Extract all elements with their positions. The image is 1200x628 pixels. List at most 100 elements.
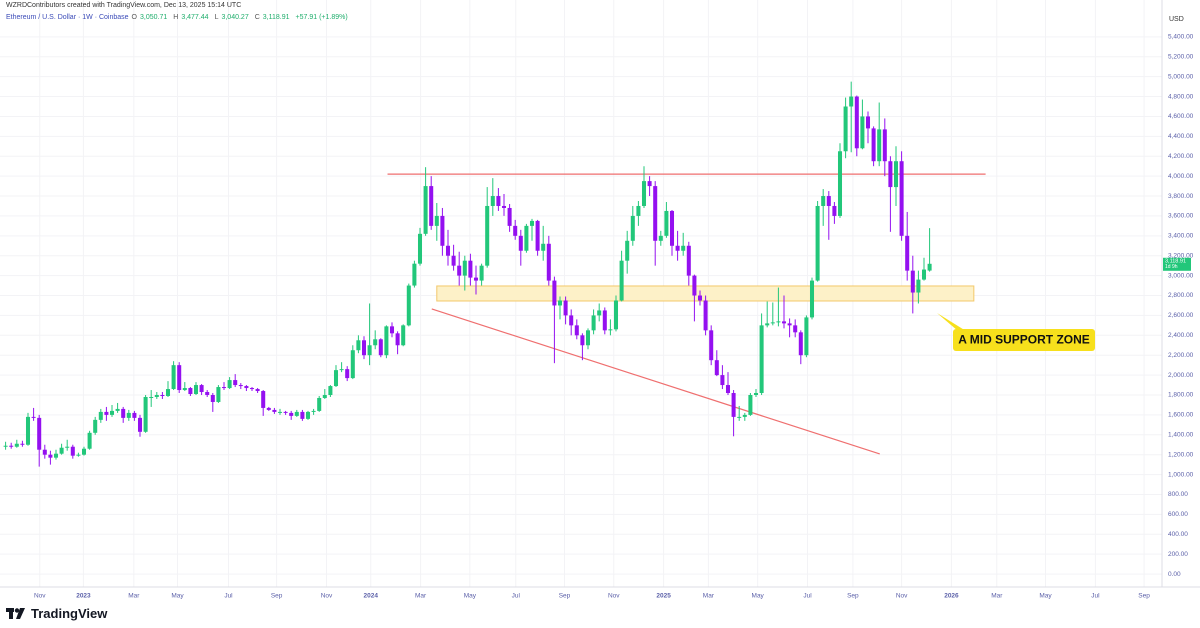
candle-body bbox=[490, 196, 495, 206]
candle-body bbox=[630, 215, 635, 241]
candle-body bbox=[849, 96, 854, 107]
candle-body bbox=[350, 350, 355, 379]
candle-body bbox=[625, 240, 630, 261]
candle-body bbox=[412, 263, 417, 286]
candle-body bbox=[832, 205, 837, 216]
x-tick-label: Sep bbox=[559, 593, 571, 600]
candle-body bbox=[882, 129, 887, 162]
candle-body bbox=[367, 345, 372, 356]
y-tick-label: 4,800.00 bbox=[1168, 93, 1194, 100]
candle-body bbox=[826, 196, 831, 206]
candle-body bbox=[496, 196, 501, 206]
y-tick-label: 1,800.00 bbox=[1168, 392, 1194, 399]
candle-body bbox=[546, 243, 551, 281]
candle-body bbox=[339, 369, 344, 371]
candle-body bbox=[899, 161, 904, 236]
candle-body bbox=[434, 215, 439, 226]
candle-body bbox=[837, 151, 843, 216]
candle-body bbox=[266, 407, 271, 410]
ohlc-key: L bbox=[214, 14, 219, 21]
candle-body bbox=[216, 387, 221, 402]
candle-body bbox=[255, 389, 260, 392]
x-tick-label: 2026 bbox=[944, 593, 959, 600]
ohlc-value: 3,050.71 bbox=[140, 14, 168, 21]
y-tick-label: 5,400.00 bbox=[1168, 34, 1194, 41]
x-tick-label: May bbox=[464, 593, 477, 600]
candle-body bbox=[468, 260, 473, 278]
x-tick-label: Jul bbox=[1091, 593, 1100, 600]
candle-body bbox=[518, 235, 523, 251]
candle-body bbox=[501, 205, 507, 208]
candle-body bbox=[93, 419, 98, 433]
candle-body bbox=[720, 375, 725, 386]
candle-body bbox=[14, 443, 19, 447]
ohlc-key: C bbox=[254, 14, 260, 21]
x-tick-label: Mar bbox=[415, 593, 427, 600]
candle-body bbox=[417, 233, 423, 264]
candle-body bbox=[787, 323, 792, 326]
candle-body bbox=[669, 210, 675, 246]
candle-body bbox=[70, 446, 75, 456]
ohlc-value: 3,040.27 bbox=[221, 14, 249, 21]
y-tick-label: 1,600.00 bbox=[1168, 412, 1194, 419]
x-tick-label: Nov bbox=[896, 593, 908, 600]
x-tick-label: May bbox=[171, 593, 184, 600]
candle-body bbox=[65, 446, 70, 448]
candle-body bbox=[613, 300, 619, 330]
candle-body bbox=[793, 325, 798, 333]
x-tick-label: Jul bbox=[512, 593, 521, 600]
y-tick-label: 2,600.00 bbox=[1168, 312, 1194, 319]
candle-body bbox=[406, 285, 411, 326]
candle-body bbox=[53, 453, 59, 458]
candle-body bbox=[804, 317, 809, 356]
y-tick-label: 3,200.00 bbox=[1168, 252, 1194, 259]
candle-body bbox=[563, 300, 568, 316]
candle-body bbox=[865, 116, 871, 129]
candle-body bbox=[664, 210, 669, 236]
callout-box bbox=[953, 329, 1095, 351]
candle-body bbox=[277, 411, 283, 413]
candle-body bbox=[770, 322, 775, 324]
y-tick-label: 2,400.00 bbox=[1168, 332, 1194, 339]
candle-body bbox=[244, 386, 249, 389]
x-tick-label: May bbox=[1039, 593, 1052, 600]
candle-body bbox=[283, 411, 288, 413]
ohlc-key: O bbox=[131, 14, 137, 21]
candle-body bbox=[356, 340, 361, 351]
x-tick-label: Nov bbox=[321, 593, 333, 600]
candle-body bbox=[401, 325, 406, 346]
y-tick-label: 3,400.00 bbox=[1168, 233, 1194, 240]
candle-body bbox=[205, 392, 210, 395]
candle-body bbox=[748, 394, 753, 415]
y-tick-label: 4,000.00 bbox=[1168, 173, 1194, 180]
candle-body bbox=[109, 410, 115, 415]
candle-body bbox=[731, 393, 736, 417]
candle-body bbox=[48, 454, 53, 458]
candle-body bbox=[893, 161, 899, 188]
candle-body bbox=[395, 333, 400, 346]
candle-body bbox=[507, 207, 512, 226]
ohlc-value: 3,477.44 bbox=[181, 14, 209, 21]
brand-name: TradingView bbox=[31, 606, 108, 621]
candle-body bbox=[132, 412, 137, 418]
candle-body bbox=[597, 310, 602, 316]
candle-body bbox=[37, 417, 42, 450]
candle-body bbox=[591, 315, 596, 331]
candle-body bbox=[193, 385, 199, 395]
candle-body bbox=[462, 260, 467, 276]
candle-body bbox=[877, 129, 882, 162]
candle-body bbox=[765, 323, 770, 326]
x-tick-label: Jul bbox=[803, 593, 812, 600]
candle-body bbox=[126, 412, 131, 418]
candle-body bbox=[815, 205, 820, 281]
candle-body bbox=[725, 385, 731, 394]
candle-body bbox=[905, 235, 910, 271]
x-tick-label: 2024 bbox=[363, 593, 378, 600]
candle-body bbox=[636, 205, 641, 216]
candle-body bbox=[328, 386, 333, 395]
candle-body bbox=[165, 389, 171, 396]
candle-body bbox=[333, 370, 339, 387]
candle-body bbox=[361, 340, 367, 356]
ohlc-field: H 3,477.44 bbox=[173, 14, 211, 21]
